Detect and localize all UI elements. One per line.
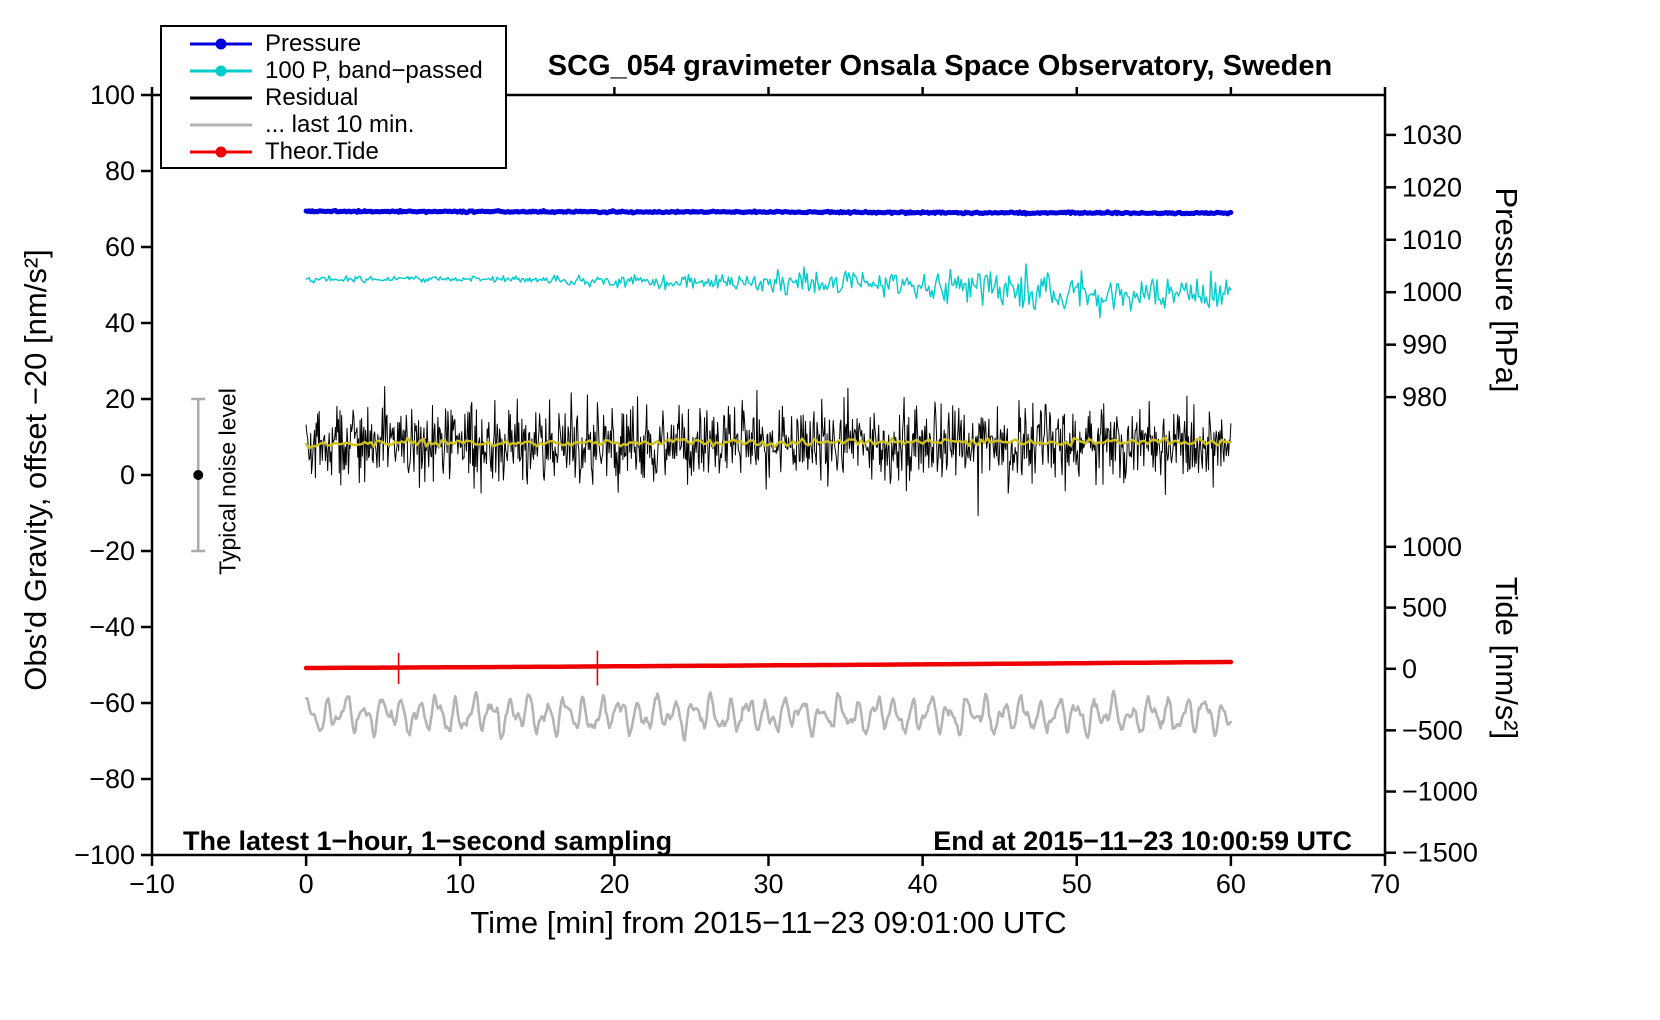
pressure-tick-label: 1010: [1402, 225, 1462, 255]
series-theor-tide: [303, 659, 1234, 671]
legend-label: Pressure: [265, 29, 362, 57]
series-100-p-band-passed: [305, 263, 1232, 319]
x-tick-label: 50: [1062, 869, 1092, 899]
legend-item-pressure: Pressure: [162, 30, 505, 57]
y-tick-label: 20: [105, 384, 135, 414]
y-tick-label: 80: [105, 156, 135, 186]
tide-tick-label: −500: [1402, 715, 1463, 745]
pressure-tick-label: 1020: [1402, 172, 1462, 202]
legend-dot: [215, 146, 227, 157]
series-last-10-min: [304, 689, 1233, 742]
y-tick-label: 60: [105, 232, 135, 262]
legend-label: ... last 10 min.: [265, 110, 415, 138]
legend: Pressure 100 P, band−passed Residual... la…: [160, 25, 507, 169]
y-tick-label: −20: [89, 536, 135, 566]
legend-line-swatch: [190, 36, 252, 51]
y-tick-label: 100: [90, 80, 135, 110]
x-tick-label: 70: [1370, 869, 1400, 899]
legend-item-last-10-min: ... last 10 min.: [162, 111, 505, 138]
pressure-tick-label: 990: [1402, 330, 1447, 360]
x-tick-label: 10: [445, 869, 475, 899]
chart-title: SCG_054 gravimeter Onsala Space Observat…: [547, 50, 1333, 82]
pressure-tick-label: 1030: [1402, 120, 1462, 150]
y-tick-label: −60: [89, 688, 135, 718]
x-tick-label: 40: [908, 869, 938, 899]
tide-tick-label: −1500: [1402, 838, 1478, 868]
sampling-note: The latest 1−hour, 1−second sampling: [183, 826, 673, 856]
pressure-tick-label: 1000: [1402, 277, 1462, 307]
legend-item-theor-tide: Theor.Tide: [162, 138, 505, 165]
legend-label: Residual: [265, 83, 359, 111]
legend-item-100-p-band-passed: 100 P, band−passed: [162, 57, 505, 84]
x-axis-label: Time [min] from 2015−11−23 09:01:00 UTC: [470, 905, 1067, 940]
y-tick-label: 0: [120, 460, 135, 490]
series-residual: [305, 386, 1232, 516]
end-time-note: End at 2015−11−23 10:00:59 UTC: [933, 826, 1352, 856]
tide-tick-label: 500: [1402, 593, 1447, 623]
legend-line-swatch: [190, 63, 252, 78]
tide-tick-label: 0: [1402, 654, 1417, 684]
legend-line-swatch: [190, 117, 252, 132]
noise-level-dot: [193, 470, 204, 480]
legend-dot: [215, 65, 227, 76]
x-tick-label: 60: [1216, 869, 1246, 899]
noise-level-label: Typical noise level: [214, 388, 241, 575]
y-tick-label: −80: [89, 764, 135, 794]
series-pressure: [303, 208, 1234, 217]
plot-frame: [150, 93, 1387, 857]
y-tick-label: 40: [105, 308, 135, 338]
tide-tick-label: 1000: [1402, 532, 1462, 562]
legend-item-residual: Residual: [162, 84, 505, 111]
y-tick-label: −100: [74, 840, 135, 870]
x-tick-label: −10: [129, 869, 175, 899]
x-tick-label: 30: [753, 869, 783, 899]
legend-label: 100 P, band−passed: [265, 56, 483, 84]
series-residual-smoothed: [304, 436, 1233, 450]
legend-dot: [215, 38, 227, 49]
legend-label: Theor.Tide: [265, 137, 379, 165]
y-axis-label-gravity: Obs'd Gravity, offset −20 [nm/s²]: [18, 249, 53, 691]
x-tick-label: 0: [299, 869, 314, 899]
legend-line-swatch: [190, 90, 252, 105]
legend-line-swatch: [190, 144, 252, 159]
y-axis-label-tide: Tide [nm/s²]: [1489, 576, 1524, 740]
x-tick-label: 20: [599, 869, 629, 899]
y-tick-label: −40: [89, 612, 135, 642]
tide-tick-label: −1000: [1402, 777, 1478, 807]
pressure-tick-label: 980: [1402, 382, 1447, 412]
